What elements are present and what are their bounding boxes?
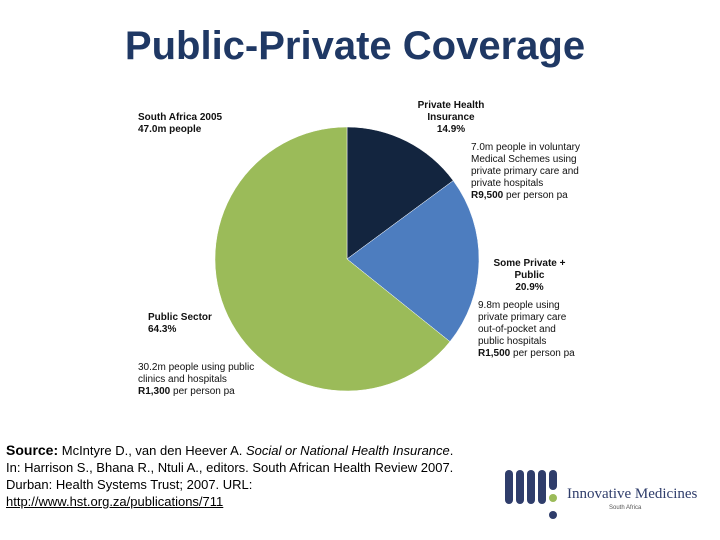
slice-label-public-sector: Public Sector 64.3% (148, 312, 212, 336)
cost-line: R9,500 per person pa (471, 190, 580, 202)
pie-slice-public-sector (214, 126, 451, 392)
desc-line: clinics and hospitals (138, 374, 227, 385)
cost-amount: R1,500 (478, 348, 511, 359)
pie-slice-some-private-public (346, 180, 480, 342)
chart-subtitle: 47.0m people (138, 124, 202, 135)
source-line-1: Source: McIntyre D., van den Heever A. S… (6, 442, 501, 459)
cost-unit: per person pa (510, 348, 575, 359)
slice-percent: 20.9% (515, 282, 544, 293)
cost-unit: per person pa (503, 190, 568, 201)
slice-name-line: Private Health (417, 100, 485, 111)
desc-line: 9.8m people using (478, 300, 560, 311)
source-after-title: . (449, 443, 454, 458)
desc-line: public hospitals (478, 336, 547, 347)
slice-percent: 14.9% (436, 124, 466, 135)
desc-line: private primary care (478, 312, 567, 323)
slice-label-private-insurance: Private Health Insurance 14.9% (405, 100, 497, 136)
source-line-2: In: Harrison S., Bhana R., Ntuli A., edi… (6, 460, 454, 475)
desc-line: Medical Schemes using (471, 154, 577, 165)
slice-percent: 64.3% (148, 324, 177, 335)
cost-line: R1,300 per person pa (138, 386, 254, 398)
cost-line: R1,500 per person pa (478, 348, 575, 360)
cost-amount: R1,300 (138, 386, 171, 397)
pie-slice-private-health-insurance (346, 126, 454, 260)
desc-line: out-of-pocket and (478, 324, 556, 335)
cost-amount: R9,500 (471, 190, 504, 201)
slice-name-line: Public Sector (148, 312, 212, 323)
logo-name: Innovative Medicines (567, 486, 698, 502)
pie-chart (214, 126, 480, 392)
source-label: Source: (6, 442, 59, 458)
source-work-title: Social or National Health Insurance (245, 443, 450, 458)
chart-title-block: South Africa 2005 47.0m people (138, 112, 222, 136)
slice-desc-some-private: 9.8m people using private primary care o… (478, 300, 575, 360)
desc-line: private hospitals (471, 178, 544, 189)
source-authors: McIntyre D., van den Heever A. (58, 443, 246, 458)
source-citation: Source: McIntyre D., van den Heever A. S… (6, 442, 501, 510)
slice-name-line: Public (514, 270, 545, 281)
slice-name-line: Some Private + (493, 258, 566, 269)
chart-title: South Africa 2005 (138, 112, 223, 123)
innovative-medicines-logo-icon (505, 470, 557, 519)
slice-name-line: Insurance (427, 112, 475, 123)
source-link[interactable]: http://www.hst.org.za/publications/711 (6, 494, 224, 509)
slice-desc-public-sector: 30.2m people using public clinics and ho… (138, 362, 254, 398)
slide-title: Public-Private Coverage (124, 24, 586, 68)
slice-label-some-private: Some Private + Public 20.9% (482, 258, 577, 294)
slice-desc-private-insurance: 7.0m people in voluntary Medical Schemes… (471, 142, 580, 202)
source-line-3: Durban: Health Systems Trust; 2007. URL: (6, 477, 253, 492)
desc-line: private primary care and (471, 166, 579, 177)
desc-line: 30.2m people using public (138, 362, 255, 373)
cost-unit: per person pa (170, 386, 235, 397)
logo-subtitle: South Africa (609, 505, 642, 511)
desc-line: 7.0m people in voluntary (471, 142, 580, 153)
